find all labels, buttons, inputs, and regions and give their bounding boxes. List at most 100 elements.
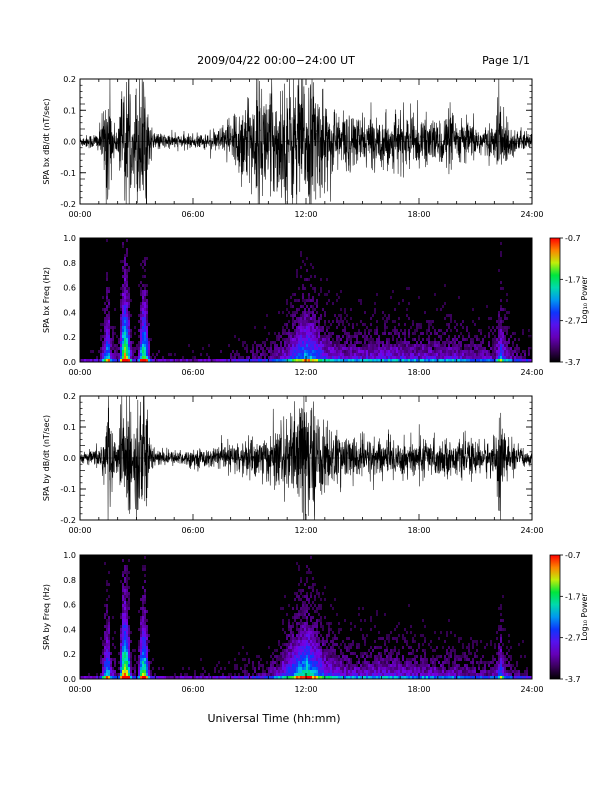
spectrogram-cell: [100, 338, 102, 341]
spectrogram-cell: [262, 353, 264, 356]
spectrogram-cell: [390, 356, 392, 359]
spectrogram-cell: [150, 356, 152, 359]
x-tick-label: 24:00: [520, 685, 543, 694]
spectrogram-cell: [486, 350, 488, 353]
spectrogram-cell: [140, 290, 142, 293]
spectrogram-cell: [108, 652, 110, 655]
spectrogram-cell: [428, 335, 430, 338]
spectrogram-cell: [508, 649, 510, 652]
spectrogram-cell: [352, 676, 354, 679]
spectrogram-cell: [290, 353, 292, 356]
spectrogram-cell: [430, 323, 432, 326]
spectrogram-cell: [328, 631, 330, 634]
spectrogram-cell: [294, 311, 296, 314]
spectrogram-cell: [498, 269, 500, 272]
spectrogram-cell: [440, 350, 442, 353]
spectrogram-cell: [246, 652, 248, 655]
spectrogram-cell: [478, 676, 480, 679]
y-tick-label: -0.1: [60, 169, 76, 178]
spectrogram-cell: [428, 329, 430, 332]
spectrogram-cell: [376, 341, 378, 344]
spectrogram-cell: [312, 664, 314, 667]
spectrogram-cell: [294, 341, 296, 344]
spectrogram-cell: [314, 308, 316, 311]
spectrogram-cell: [406, 667, 408, 670]
spectrogram-cell: [420, 664, 422, 667]
spectrogram-cell: [442, 664, 444, 667]
x-tick-label: 12:00: [294, 368, 317, 377]
spectrogram-cell: [436, 676, 438, 679]
spectrogram-cell: [120, 625, 122, 628]
spectrogram-cell: [256, 359, 258, 362]
spectrogram-cell: [144, 625, 146, 628]
spectrogram-cell: [332, 631, 334, 634]
spectrogram-cell: [408, 332, 410, 335]
spectrogram-cell: [104, 359, 106, 362]
spectrogram-cell: [394, 344, 396, 347]
spectrogram-cell: [460, 347, 462, 350]
spectrogram-cell: [342, 664, 344, 667]
spectrogram-cell: [306, 595, 308, 598]
spectrogram-cell: [416, 344, 418, 347]
spectrogram-cell: [258, 350, 260, 353]
spectrogram-cell: [350, 338, 352, 341]
spectrogram-cell: [350, 353, 352, 356]
spectrogram-cell: [332, 338, 334, 341]
spectrogram-cell: [478, 338, 480, 341]
spectrogram-cell: [144, 673, 146, 676]
spectrogram-cell: [478, 661, 480, 664]
spectrogram-cell: [188, 359, 190, 362]
spectrogram-cell: [112, 359, 114, 362]
spectrogram-cell: [132, 347, 134, 350]
spectrogram-cell: [112, 347, 114, 350]
spectrogram-cell: [106, 305, 108, 308]
spectrogram-cell: [508, 670, 510, 673]
spectrogram-cell: [404, 353, 406, 356]
spectrogram-cell: [102, 667, 104, 670]
spectrogram-cell: [480, 344, 482, 347]
spectrogram-cell: [134, 359, 136, 362]
spectrogram-cell: [490, 640, 492, 643]
spectrogram-cell: [130, 332, 132, 335]
spectrogram-cell: [372, 353, 374, 356]
spectrogram-cell: [444, 673, 446, 676]
spectrogram-cell: [110, 356, 112, 359]
spectrogram-cell: [284, 595, 286, 598]
spectrogram-cell: [306, 607, 308, 610]
spectrogram-cell: [116, 347, 118, 350]
spectrogram-cell: [386, 670, 388, 673]
spectrogram-cell: [108, 637, 110, 640]
spectrogram-cell: [310, 332, 312, 335]
spectrogram-cell: [416, 326, 418, 329]
spectrogram-cell: [280, 341, 282, 344]
spectrogram-cell: [122, 574, 124, 577]
spectrogram-cell: [412, 350, 414, 353]
spectrogram-cell: [104, 646, 106, 649]
spectrogram-cell: [484, 353, 486, 356]
spectrogram-cell: [404, 664, 406, 667]
spectrogram-cell: [144, 619, 146, 622]
spectrogram-cell: [142, 359, 144, 362]
spectrogram-cell: [432, 655, 434, 658]
spectrogram-cell: [280, 655, 282, 658]
spectrogram-cell: [296, 562, 298, 565]
spectrogram-cell: [476, 335, 478, 338]
spectrogram-cell: [370, 655, 372, 658]
spectrogram-cell: [512, 344, 514, 347]
spectrogram-cell: [292, 652, 294, 655]
colorbar-tick-label: -2.7: [565, 317, 581, 326]
spectrogram-cell: [328, 673, 330, 676]
spectrogram-cell: [304, 667, 306, 670]
spectrogram-cell: [336, 676, 338, 679]
spectrogram-cell: [384, 640, 386, 643]
spectrogram-cell: [122, 571, 124, 574]
spectrogram-cell: [520, 673, 522, 676]
spectrogram-cell: [294, 314, 296, 317]
spectrogram-cell: [108, 353, 110, 356]
spectrogram-cell: [282, 607, 284, 610]
spectrogram-cell: [350, 308, 352, 311]
spectrogram-cell: [430, 676, 432, 679]
spectrogram-cell: [282, 658, 284, 661]
spectrogram-cell: [378, 359, 380, 362]
spectrogram-cell: [414, 676, 416, 679]
